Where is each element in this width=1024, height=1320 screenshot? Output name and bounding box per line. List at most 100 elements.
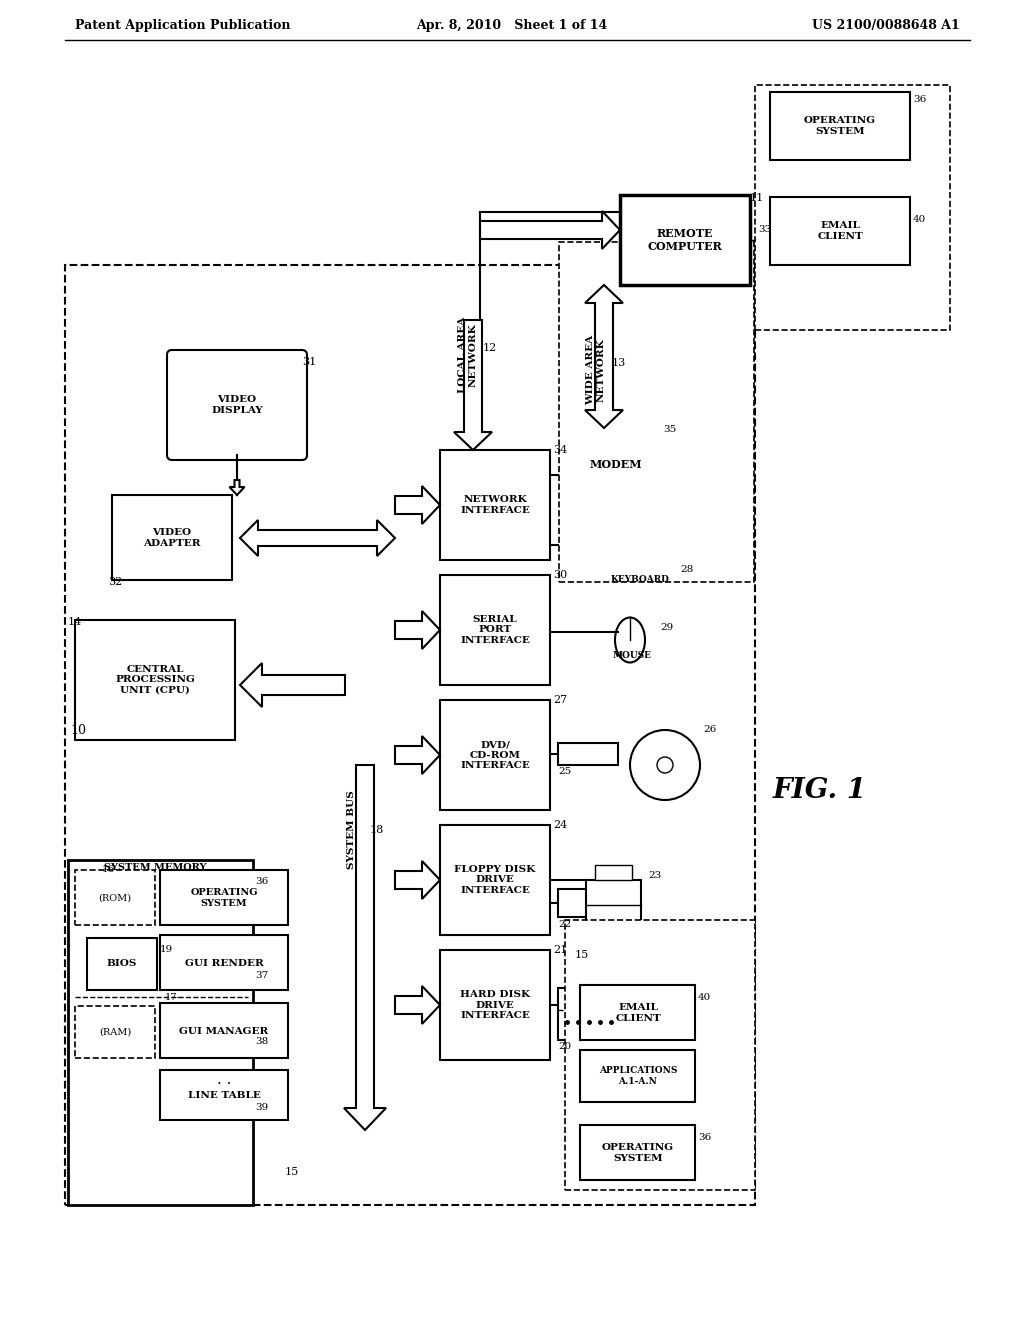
- Bar: [620, 562, 630, 573]
- Bar: [595, 865, 632, 880]
- Text: 22: 22: [558, 920, 571, 929]
- Bar: [634, 546, 644, 558]
- Bar: [160, 1003, 288, 1059]
- Bar: [606, 532, 616, 543]
- Polygon shape: [480, 211, 620, 249]
- Text: 16: 16: [102, 866, 116, 874]
- Bar: [606, 546, 616, 558]
- Text: SERIAL
PORT
INTERFACE: SERIAL PORT INTERFACE: [460, 615, 530, 645]
- Text: . .: . .: [217, 1073, 231, 1086]
- Bar: [648, 562, 658, 573]
- Bar: [578, 517, 588, 528]
- Text: 40: 40: [698, 994, 712, 1002]
- Text: 31: 31: [302, 356, 316, 367]
- Bar: [565, 920, 755, 1191]
- Text: 23: 23: [648, 870, 662, 879]
- Bar: [620, 532, 630, 543]
- Text: SYSTEM BUS: SYSTEM BUS: [347, 791, 356, 870]
- Text: CENTRAL
PROCESSING
UNIT (CPU): CENTRAL PROCESSING UNIT (CPU): [115, 665, 195, 694]
- Text: 34: 34: [553, 445, 567, 455]
- Text: 19: 19: [160, 945, 173, 954]
- Bar: [112, 495, 232, 579]
- Text: DVD/
CD-ROM
INTERFACE: DVD/ CD-ROM INTERFACE: [460, 741, 530, 770]
- Bar: [592, 532, 602, 543]
- Text: 17-: 17-: [165, 993, 181, 1002]
- Text: 12: 12: [483, 343, 498, 352]
- Text: BIOS: BIOS: [106, 960, 137, 969]
- Bar: [634, 532, 644, 543]
- Text: 29: 29: [660, 623, 673, 631]
- Text: SYSTEM MEMORY: SYSTEM MEMORY: [103, 863, 206, 873]
- Text: EMAIL
CLIENT: EMAIL CLIENT: [615, 1003, 660, 1023]
- Text: GUI RENDER: GUI RENDER: [184, 958, 263, 968]
- Text: 37: 37: [255, 970, 268, 979]
- Text: 18: 18: [370, 825, 384, 836]
- Bar: [578, 532, 588, 543]
- Bar: [160, 1071, 288, 1119]
- Bar: [662, 562, 672, 573]
- Bar: [160, 870, 288, 925]
- Text: 35: 35: [663, 425, 676, 434]
- Text: VIDEO
DISPLAY: VIDEO DISPLAY: [211, 395, 263, 414]
- Bar: [440, 825, 550, 935]
- Text: 21: 21: [553, 945, 567, 954]
- Text: OPERATING
SYSTEM: OPERATING SYSTEM: [602, 1143, 674, 1163]
- Text: MOUSE: MOUSE: [612, 651, 651, 660]
- Polygon shape: [395, 611, 440, 649]
- Bar: [620, 546, 630, 558]
- Bar: [606, 517, 616, 528]
- Text: VIDEO
ADAPTER: VIDEO ADAPTER: [143, 528, 201, 548]
- Polygon shape: [240, 663, 345, 708]
- Bar: [578, 546, 588, 558]
- Bar: [558, 743, 618, 766]
- Bar: [160, 935, 288, 990]
- Text: WIDE AREA
NETWORK: WIDE AREA NETWORK: [587, 335, 606, 405]
- Text: 15: 15: [285, 1167, 299, 1177]
- Text: 28: 28: [680, 565, 693, 574]
- Text: 20: 20: [558, 1041, 571, 1051]
- Bar: [580, 1125, 695, 1180]
- Bar: [573, 510, 678, 578]
- Bar: [662, 532, 672, 543]
- Text: 39: 39: [255, 1104, 268, 1113]
- Polygon shape: [344, 766, 386, 1130]
- Text: 13: 13: [612, 358, 627, 368]
- Bar: [770, 197, 910, 265]
- Text: 26: 26: [703, 726, 716, 734]
- Bar: [770, 92, 910, 160]
- Text: OPERATING
SYSTEM: OPERATING SYSTEM: [190, 888, 258, 908]
- Bar: [68, 861, 253, 1205]
- Text: FIG. 1: FIG. 1: [773, 776, 867, 804]
- Bar: [648, 546, 658, 558]
- Bar: [580, 1049, 695, 1102]
- Text: NETWORK
INTERFACE: NETWORK INTERFACE: [460, 495, 530, 515]
- Bar: [755, 84, 950, 330]
- Text: GUI MANAGER: GUI MANAGER: [179, 1027, 268, 1035]
- Text: 36: 36: [255, 878, 268, 887]
- Text: Patent Application Publication: Patent Application Publication: [75, 18, 291, 32]
- Text: 36: 36: [698, 1134, 712, 1143]
- Text: HARD DISK
DRIVE
INTERFACE: HARD DISK DRIVE INTERFACE: [460, 990, 530, 1020]
- Text: APPLICATIONS
A.1-A.N: APPLICATIONS A.1-A.N: [599, 1067, 677, 1085]
- Bar: [558, 888, 630, 917]
- Text: 32: 32: [108, 577, 122, 587]
- Text: 27: 27: [553, 696, 567, 705]
- Bar: [620, 517, 630, 528]
- Bar: [75, 620, 234, 741]
- Bar: [571, 428, 662, 500]
- Text: 33: 33: [758, 226, 771, 235]
- Bar: [87, 939, 157, 990]
- Bar: [662, 517, 672, 528]
- Polygon shape: [454, 319, 492, 450]
- Text: LOCAL AREA
NETWORK: LOCAL AREA NETWORK: [459, 317, 478, 393]
- Text: 14: 14: [68, 616, 82, 627]
- Bar: [440, 950, 550, 1060]
- Text: 15: 15: [575, 950, 589, 960]
- Bar: [634, 562, 644, 573]
- Bar: [440, 450, 550, 560]
- Text: 30: 30: [553, 570, 567, 579]
- Text: 40: 40: [913, 215, 927, 224]
- Bar: [592, 562, 602, 573]
- Polygon shape: [395, 861, 440, 899]
- Bar: [75, 870, 155, 925]
